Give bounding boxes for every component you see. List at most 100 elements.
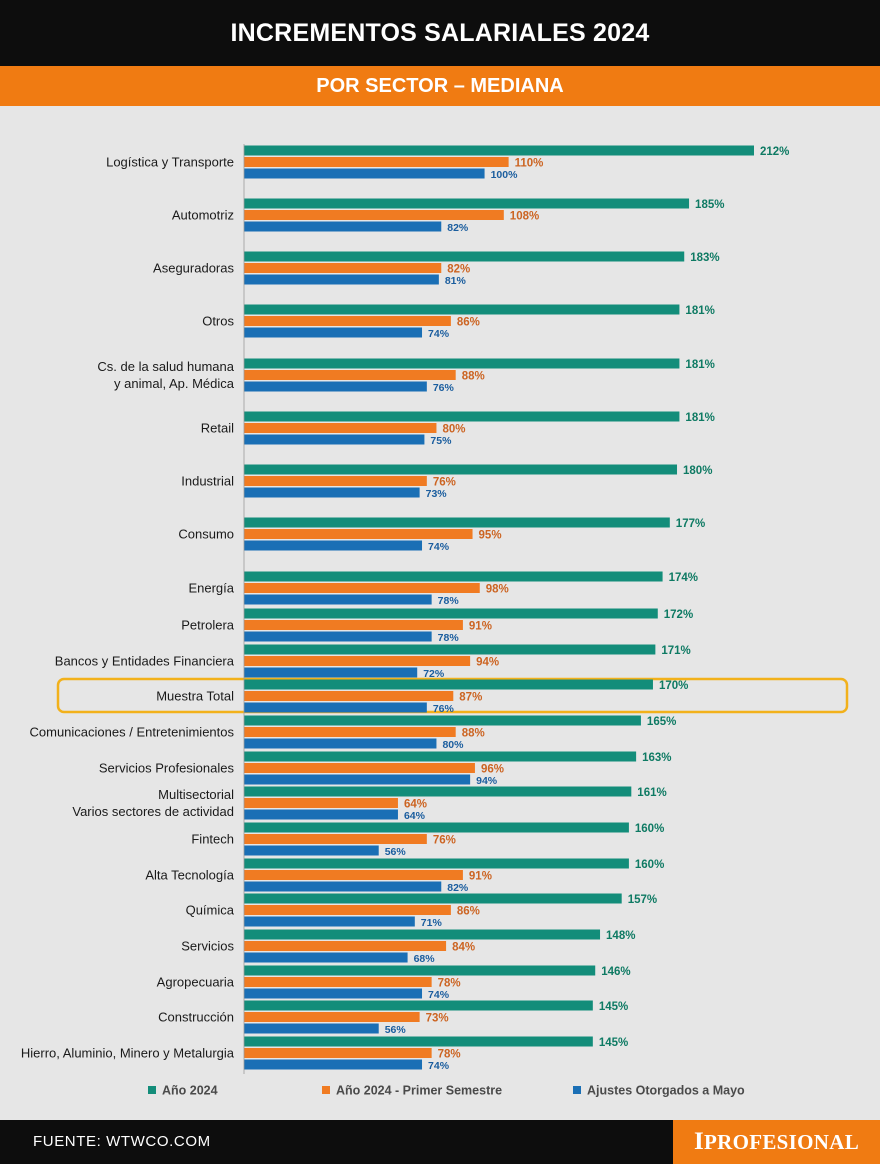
- bar-primer-semestre: [244, 727, 456, 737]
- data-label: 148%: [606, 930, 635, 942]
- bar-ajustes-mayo: [244, 540, 423, 551]
- category-label: Comunicaciones / Entretenimientos: [30, 725, 235, 740]
- category-label: Petrolera: [181, 618, 235, 633]
- data-label: 82%: [447, 882, 469, 894]
- data-label: 74%: [428, 989, 450, 1001]
- bar-ajustes-mayo: [244, 434, 425, 445]
- bar-anio-2024: [244, 145, 754, 156]
- bar-primer-semestre: [244, 941, 447, 951]
- bar-ajustes-mayo: [244, 667, 418, 678]
- bar-ajustes-mayo: [244, 738, 437, 749]
- category-label: Química: [186, 903, 235, 918]
- category-label: Agropecuaria: [157, 975, 235, 990]
- bar-anio-2024: [244, 571, 663, 582]
- bar-anio-2024: [244, 411, 680, 422]
- data-label: 145%: [599, 1037, 628, 1049]
- bar-anio-2024: [244, 786, 632, 797]
- data-label: 87%: [459, 692, 482, 704]
- data-label: 76%: [433, 477, 456, 489]
- data-label: 81%: [445, 275, 467, 287]
- data-label: 76%: [433, 835, 456, 847]
- data-label: 91%: [469, 621, 492, 633]
- bar-primer-semestre: [244, 905, 451, 915]
- bar-ajustes-mayo: [244, 221, 442, 232]
- bar-primer-semestre: [244, 691, 454, 701]
- data-label: 84%: [452, 942, 475, 954]
- bar-primer-semestre: [244, 583, 480, 593]
- data-label: 80%: [442, 424, 465, 436]
- data-label: 80%: [442, 739, 464, 751]
- bar-primer-semestre: [244, 763, 475, 773]
- source-label: FUENTE: WTWCO.COM: [33, 1133, 211, 1150]
- data-label: 185%: [695, 199, 724, 211]
- data-label: 94%: [476, 657, 499, 669]
- data-label: 165%: [647, 716, 676, 728]
- data-label: 76%: [433, 382, 455, 394]
- chart-title: INCREMENTOS SALARIALES 2024: [0, 0, 880, 66]
- category-label: Servicios Profesionales: [99, 761, 235, 776]
- bar-ajustes-mayo: [244, 774, 471, 785]
- data-label: 181%: [685, 359, 714, 371]
- bar-primer-semestre: [244, 977, 432, 987]
- bar-primer-semestre: [244, 1048, 432, 1058]
- legend-swatch: [148, 1086, 156, 1094]
- data-label: 108%: [510, 211, 539, 223]
- bar-ajustes-mayo: [244, 952, 408, 963]
- category-label: Hierro, Aluminio, Minero y Metalurgia: [21, 1046, 235, 1061]
- footer: FUENTE: WTWCO.COM IPROFESIONAL: [0, 1120, 880, 1164]
- legend-swatch: [322, 1086, 330, 1094]
- data-label: 56%: [385, 846, 407, 858]
- bar-anio-2024: [244, 679, 653, 690]
- bar-anio-2024: [244, 715, 641, 726]
- category-label: Aseguradoras: [153, 261, 234, 276]
- bar-anio-2024: [244, 517, 670, 528]
- data-label: 171%: [661, 645, 690, 657]
- data-label: 146%: [601, 966, 630, 978]
- data-label: 86%: [457, 317, 480, 329]
- category-label: Cs. de la salud humana y animal, Ap. Médi…: [97, 359, 234, 391]
- category-label: Multisectorial Varios sectores de activid…: [72, 787, 234, 819]
- data-label: 180%: [683, 465, 712, 477]
- data-label: 157%: [628, 894, 657, 906]
- data-label: 145%: [599, 1001, 628, 1013]
- data-label: 68%: [414, 953, 436, 965]
- data-label: 88%: [462, 371, 485, 383]
- data-label: 183%: [690, 252, 719, 264]
- data-label: 78%: [438, 632, 460, 644]
- data-label: 177%: [676, 518, 705, 530]
- bar-primer-semestre: [244, 529, 473, 539]
- data-label: 91%: [469, 871, 492, 883]
- legend-label: Ajustes Otorgados a Mayo: [587, 1084, 745, 1098]
- bar-anio-2024: [244, 1000, 593, 1011]
- brand-logo-box: IPROFESIONAL: [673, 1120, 880, 1164]
- legend-label: Año 2024 - Primer Semestre: [336, 1084, 502, 1098]
- category-label: Consumo: [178, 527, 234, 542]
- bar-ajustes-mayo: [244, 594, 432, 605]
- brand-logo: IPROFESIONAL: [693, 1128, 860, 1155]
- category-label: Energía: [188, 581, 234, 596]
- category-label: Servicios: [181, 939, 234, 954]
- bar-primer-semestre: [244, 157, 509, 167]
- bar-anio-2024: [244, 251, 685, 262]
- data-label: 74%: [428, 541, 450, 553]
- data-label: 100%: [491, 169, 519, 181]
- bar-ajustes-mayo: [244, 845, 379, 856]
- data-label: 78%: [438, 978, 461, 990]
- bar-anio-2024: [244, 1036, 593, 1047]
- category-label: Fintech: [191, 832, 234, 847]
- data-label: 71%: [421, 917, 443, 929]
- category-label: Retail: [201, 421, 234, 436]
- bar-anio-2024: [244, 358, 680, 369]
- data-label: 98%: [486, 584, 509, 596]
- data-label: 160%: [635, 859, 664, 871]
- bar-anio-2024: [244, 893, 622, 904]
- data-label: 78%: [438, 595, 460, 607]
- bar-primer-semestre: [244, 798, 398, 808]
- bar-ajustes-mayo: [244, 327, 423, 338]
- data-label: 64%: [404, 799, 427, 811]
- bar-primer-semestre: [244, 210, 504, 220]
- data-label: 75%: [430, 435, 452, 447]
- bar-ajustes-mayo: [244, 916, 415, 927]
- bar-ajustes-mayo: [244, 631, 432, 642]
- data-label: 82%: [447, 222, 469, 234]
